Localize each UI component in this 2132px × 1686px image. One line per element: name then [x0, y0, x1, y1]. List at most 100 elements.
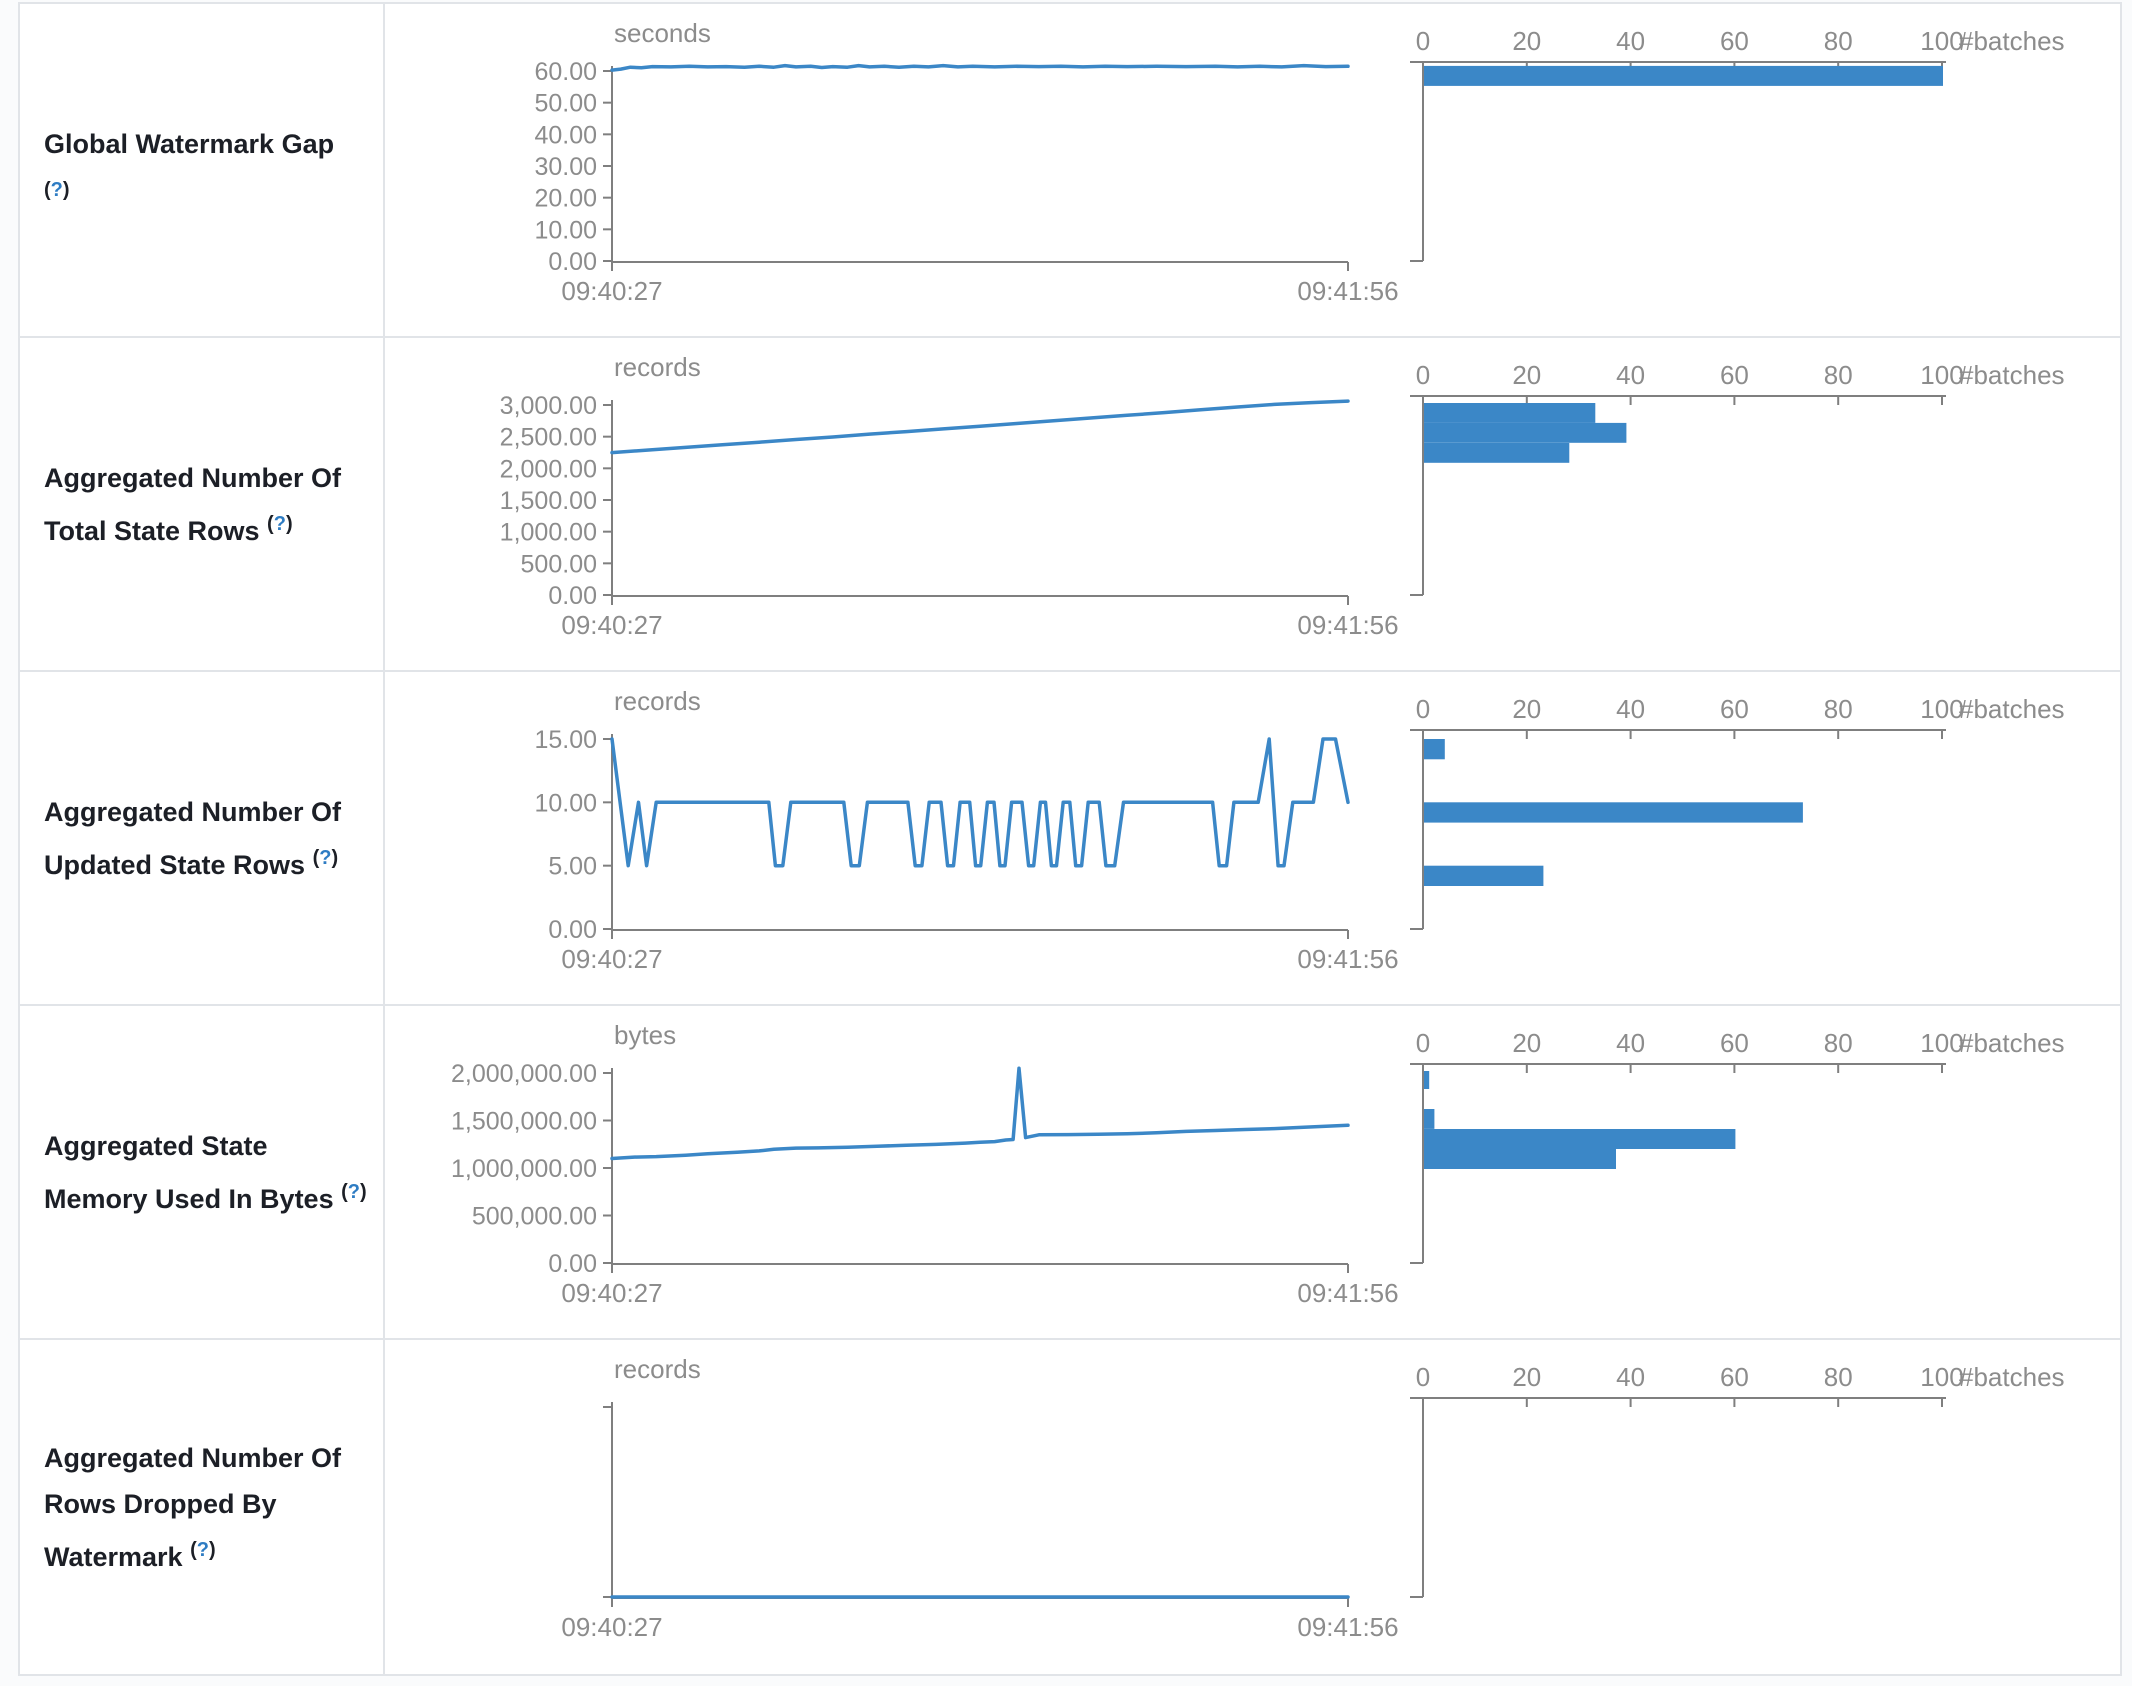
timeline-and-histogram-chart: records 09:40:27 09:41:56 0 20 40 60 80 100#batc… — [561, 1354, 2065, 1642]
timeline-line — [610, 399, 1350, 455]
y-tick-label: 500.00 — [521, 550, 597, 578]
histogram-bar — [1424, 1071, 1430, 1089]
x-end-tick-label: 09:41:56 — [1297, 1612, 1398, 1642]
unit-label: records — [614, 1354, 701, 1384]
batch-tick-label: 20 — [1512, 1028, 1541, 1058]
metric-row-global-watermark-gap: Global Watermark Gap (?) seconds 0.00 10.0… — [20, 4, 2120, 338]
metric-label-text: Aggregated Number Of Total State Rows — [44, 462, 342, 546]
batch-tick-label: 100 — [1920, 694, 1963, 724]
help-link[interactable]: (?) — [267, 512, 293, 535]
batches-axis-label: #batches — [1959, 694, 2065, 724]
chart-cell: records 0.00 5.00 10.00 15.00 09:40:27 09:41:5… — [385, 672, 2122, 1004]
question-mark-icon: ? — [196, 1538, 209, 1561]
x-start-tick-label: 09:40:27 — [561, 1612, 662, 1642]
batch-tick-label: 60 — [1720, 694, 1749, 724]
question-mark-icon: ? — [50, 178, 63, 201]
chart-cell: bytes 0.00 500,000.00 1,000,000.00 1,500,000… — [385, 1006, 2122, 1338]
metric-label: Aggregated Number Of Updated State Rows … — [20, 789, 383, 888]
chart-cell: seconds 0.00 10.00 20.00 30.00 40.00 50.00 60.0… — [385, 4, 2122, 336]
batch-tick-label: 20 — [1512, 26, 1541, 56]
batch-tick-label: 100 — [1920, 1362, 1963, 1392]
timeline-and-histogram-chart: seconds 0.00 10.00 20.00 30.00 40.00 50.00 60.0… — [534, 18, 2065, 306]
timeline-line — [610, 63, 1350, 72]
y-tick-label: 10.00 — [534, 789, 597, 817]
batch-tick-label: 80 — [1824, 360, 1853, 390]
timeline-and-histogram-chart: records 0.00 5.00 10.00 15.00 09:40:27 09:41:5… — [534, 686, 2065, 974]
metric-label: Aggregated State Memory Used In Bytes (?… — [20, 1123, 383, 1222]
batches-axis-label: #batches — [1959, 1028, 2065, 1058]
batch-tick-label: 60 — [1720, 26, 1749, 56]
histogram-bar — [1424, 442, 1570, 463]
x-start-tick-label: 09:40:27 — [561, 1278, 662, 1308]
batches-axis-label: #batches — [1959, 26, 2065, 56]
y-tick-label: 1,000.00 — [500, 519, 597, 547]
help-link[interactable]: (?) — [341, 1180, 367, 1203]
y-tick-label: 10.00 — [534, 216, 597, 244]
metric-label-cell: Aggregated Number Of Rows Dropped By Wat… — [20, 1340, 385, 1674]
metric-label: Global Watermark Gap (?) — [20, 121, 383, 220]
histogram-bar — [1424, 403, 1596, 423]
timeline-and-histogram-chart: records 0.00 500.00 1,000.00 1,500.00 2,000.0… — [500, 352, 2065, 640]
batch-tick-label: 40 — [1616, 694, 1645, 724]
metric-label-text: Aggregated State Memory Used In Bytes — [44, 1130, 334, 1214]
y-tick-label: 2,000.00 — [500, 455, 597, 483]
y-tick-label: 50.00 — [534, 90, 597, 118]
batch-tick-label: 40 — [1616, 360, 1645, 390]
question-mark-icon: ? — [319, 846, 332, 869]
help-link[interactable]: (?) — [190, 1538, 216, 1561]
batch-tick-label: 60 — [1720, 1028, 1749, 1058]
x-start-tick-label: 09:40:27 — [561, 944, 662, 974]
batches-axis-label: #batches — [1959, 1362, 2065, 1392]
batch-tick-label: 100 — [1920, 1028, 1963, 1058]
y-tick-label: 60.00 — [534, 58, 597, 86]
y-tick-label: 2,000,000.00 — [451, 1060, 597, 1088]
unit-label: records — [614, 686, 701, 716]
metric-label: Aggregated Number Of Total State Rows (?… — [20, 455, 383, 554]
batch-tick-label: 60 — [1720, 1362, 1749, 1392]
x-end-tick-label: 09:41:56 — [1297, 610, 1398, 640]
batch-tick-label: 80 — [1824, 1028, 1853, 1058]
metric-label-text: Aggregated Number Of Rows Dropped By Wat… — [44, 1442, 342, 1572]
batches-axis-label: #batches — [1959, 360, 2065, 390]
batch-tick-label: 60 — [1720, 360, 1749, 390]
y-tick-label: 500,000.00 — [472, 1203, 597, 1231]
histogram-bar — [1424, 422, 1627, 443]
histogram-bar — [1424, 1129, 1736, 1149]
streaming-metrics-table: Global Watermark Gap (?) seconds 0.00 10.0… — [18, 2, 2122, 1676]
unit-label: records — [614, 352, 701, 382]
metric-label-cell: Aggregated State Memory Used In Bytes (?… — [20, 1006, 385, 1338]
batch-tick-label: 100 — [1920, 26, 1963, 56]
y-tick-label: 20.00 — [534, 185, 597, 213]
metric-label-cell: Aggregated Number Of Total State Rows (?… — [20, 338, 385, 670]
help-link[interactable]: (?) — [312, 846, 339, 869]
y-tick-label: 30.00 — [534, 153, 597, 181]
histogram-bar — [1424, 1109, 1435, 1129]
y-tick-label: 1,000,000.00 — [451, 1155, 597, 1183]
x-start-tick-label: 09:40:27 — [561, 276, 662, 306]
histogram-bar — [1424, 1149, 1616, 1169]
histogram-bar — [1424, 802, 1803, 823]
batch-tick-label: 40 — [1616, 26, 1645, 56]
unit-label: bytes — [614, 1020, 676, 1050]
timeline-line — [610, 1066, 1350, 1161]
y-tick-label: 0.00 — [548, 248, 597, 276]
y-tick-label: 40.00 — [534, 121, 597, 149]
help-link[interactable]: (?) — [44, 178, 70, 201]
batch-tick-label: 20 — [1512, 1362, 1541, 1392]
x-end-tick-label: 09:41:56 — [1297, 944, 1398, 974]
timeline-line — [610, 737, 1350, 868]
metric-row-state-memory-used: Aggregated State Memory Used In Bytes (?… — [20, 1006, 2120, 1340]
metric-label-cell: Aggregated Number Of Updated State Rows … — [20, 672, 385, 1004]
y-tick-label: 15.00 — [534, 726, 597, 754]
metric-label-text: Aggregated Number Of Updated State Rows — [44, 796, 342, 880]
question-mark-icon: ? — [347, 1180, 360, 1203]
metric-label-cell: Global Watermark Gap (?) — [20, 4, 385, 336]
batch-tick-label: 0 — [1416, 1362, 1430, 1392]
x-start-tick-label: 09:40:27 — [561, 610, 662, 640]
histogram-bar — [1424, 865, 1544, 886]
unit-label: seconds — [614, 18, 711, 48]
batch-tick-label: 80 — [1824, 694, 1853, 724]
batch-tick-label: 0 — [1416, 1028, 1430, 1058]
histogram-bar — [1424, 739, 1445, 760]
histogram-bar — [1424, 65, 1943, 86]
